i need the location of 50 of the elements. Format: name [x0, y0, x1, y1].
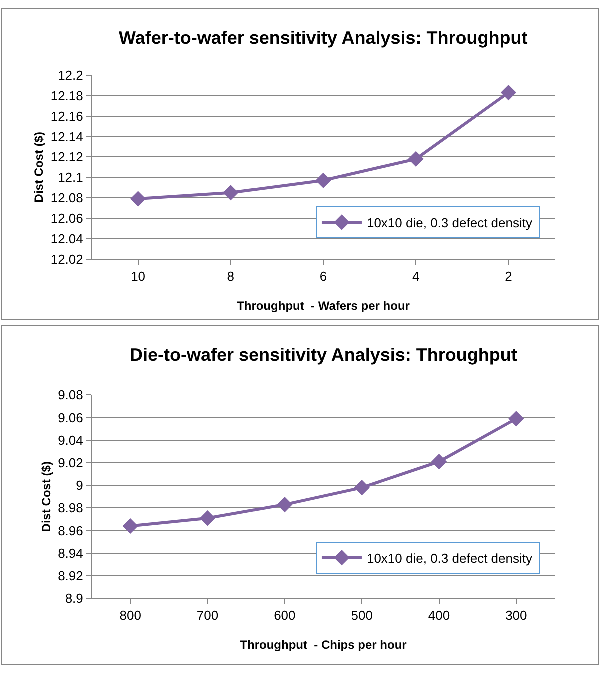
point: [200, 510, 216, 526]
x-tick-label: 600: [274, 608, 296, 624]
point: [508, 411, 524, 427]
point: [316, 172, 332, 188]
y-axis-title: Dist Cost ($): [32, 132, 46, 203]
legend-label: 10x10 die, 0.3 defect density: [366, 550, 533, 566]
x-tick-label: 4: [412, 268, 420, 284]
y-tick-label: 12.18: [50, 88, 84, 104]
x-tick-label: 10: [131, 268, 146, 284]
y-tick-label: 12.12: [50, 150, 84, 165]
y-tick-label: 9.04: [58, 432, 84, 448]
y-tick-label: 12.06: [50, 210, 84, 226]
x-tick-label: 300: [506, 608, 528, 624]
y-tick-label: 9.08: [58, 388, 84, 403]
x-tick-label: 6: [320, 268, 328, 284]
y-tick-label: 12.14: [50, 129, 84, 144]
point: [130, 191, 146, 207]
y-tick-label: 8.98: [58, 500, 84, 516]
x-tick-label: 8: [227, 268, 235, 284]
y-tick-label: 9: [76, 478, 84, 494]
point: [431, 454, 448, 470]
x-axis-title: Throughput - Chips per hour: [240, 638, 408, 652]
x-axis-title: Throughput - Wafers per hour: [237, 298, 410, 313]
x-tick-label: 400: [428, 608, 450, 624]
y-tick-label: 12.16: [50, 108, 84, 124]
point: [122, 518, 138, 534]
point: [223, 185, 239, 201]
point: [354, 480, 370, 496]
y-tick-label: 12.2: [58, 68, 84, 83]
chart-title: Wafer-to-wafer sensitivity Analysis: Throughput: [119, 28, 528, 48]
y-tick-label: 8.92: [58, 568, 84, 584]
y-tick-label: 12.1: [58, 170, 84, 186]
x-tick-label: 500: [351, 608, 373, 624]
y-tick-label: 12.02: [50, 252, 84, 267]
y-axis-title: Dist Cost ($): [39, 462, 54, 532]
point: [277, 496, 293, 513]
y-tick-label: 12.08: [50, 190, 84, 206]
y-tick-label: 8.9: [65, 591, 84, 606]
y-tick-label: 8.96: [58, 523, 84, 538]
point: [408, 151, 424, 167]
legend-label: 10x10 die, 0.3 defect density: [366, 216, 533, 231]
point: [500, 85, 516, 101]
y-tick-label: 8.94: [58, 546, 84, 561]
y-tick-label: 9.06: [58, 410, 84, 426]
chart-title: Die-to-wafer sensitivity Analysis: Throughput: [130, 345, 518, 365]
y-tick-label: 9.02: [58, 456, 84, 471]
x-tick-label: 800: [120, 608, 142, 624]
y-tick-label: 12.04: [50, 231, 84, 246]
x-tick-label: 700: [196, 608, 219, 624]
x-tick-label: 2: [505, 268, 512, 284]
